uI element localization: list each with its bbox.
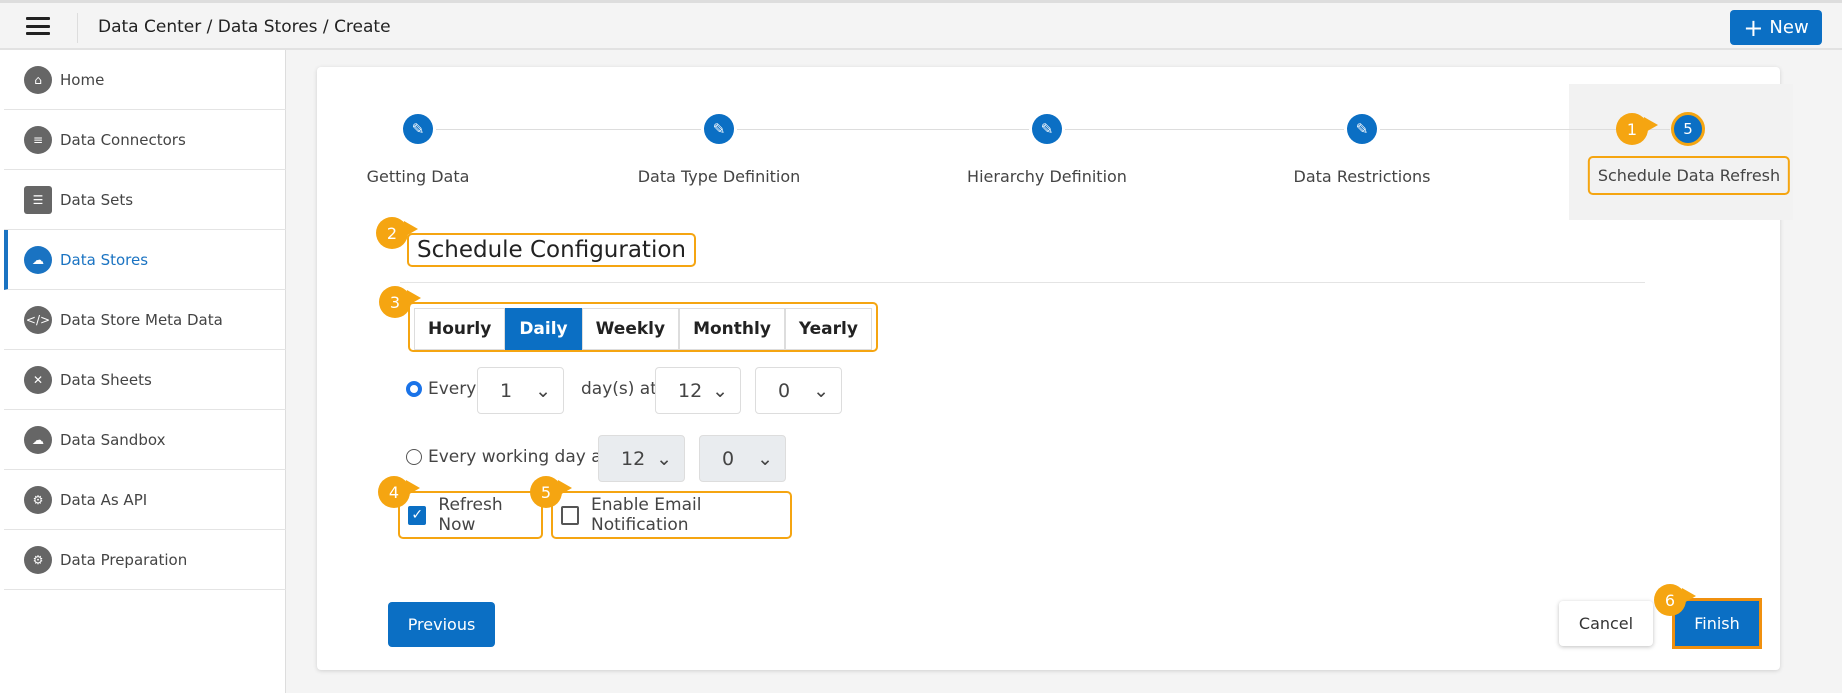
step-label[interactable]: Data Type Definition: [637, 167, 801, 186]
top-bar: Data Center / Data Stores / Create + New: [0, 0, 1842, 50]
step-hierarchy-pencil-icon[interactable]: ✎: [1032, 114, 1062, 144]
sidebar-item-label: Data As API: [60, 490, 148, 509]
step-label[interactable]: Data Restrictions: [1293, 167, 1431, 186]
step-schedule-number[interactable]: 5: [1671, 112, 1705, 146]
tab-daily[interactable]: Daily: [505, 308, 582, 350]
chevron-down-icon: ⌄: [656, 447, 672, 470]
active-step-highlight: [1569, 84, 1793, 220]
tab-monthly[interactable]: Monthly: [679, 308, 785, 350]
working-minute-select[interactable]: 0 ⌄: [699, 435, 786, 482]
sidebar-item-label: Data Sets: [60, 190, 134, 209]
sheets-icon: ✕: [24, 365, 52, 394]
checkmark-icon: ✓: [408, 505, 427, 525]
sidebar-item-data-preparation[interactable]: ⚙ Data Preparation: [4, 530, 286, 590]
step-label[interactable]: Schedule Data Refresh: [1587, 156, 1791, 195]
every-label: Every: [428, 379, 477, 399]
chevron-down-icon: ⌄: [813, 379, 829, 402]
refresh-now-checkbox[interactable]: ✓ Refresh Now: [398, 491, 543, 539]
sidebar-item-data-sets[interactable]: ☰ Data Sets: [4, 170, 286, 230]
sidebar-item-label: Data Sandbox: [60, 430, 166, 449]
tab-yearly[interactable]: Yearly: [784, 308, 872, 350]
working-day-label: Every working day at: [428, 447, 609, 467]
tab-weekly[interactable]: Weekly: [581, 308, 680, 350]
step-label[interactable]: Hierarchy Definition: [967, 167, 1127, 186]
step-data-type-pencil-icon[interactable]: ✎: [704, 114, 734, 144]
step-connector: [1380, 129, 1670, 130]
working-day-radio[interactable]: [406, 449, 422, 465]
chevron-down-icon: ⌄: [757, 447, 773, 470]
new-button[interactable]: + New: [1730, 10, 1822, 45]
sidebar-item-data-store-meta-data[interactable]: </> Data Store Meta Data: [4, 290, 286, 350]
every-minute-select[interactable]: 0 ⌄: [755, 367, 842, 414]
select-value: 12: [678, 379, 703, 402]
sidebar-item-label: Data Sheets: [60, 370, 152, 389]
prep-gear-icon: ⚙: [24, 545, 52, 574]
sidebar-item-data-sheets[interactable]: ✕ Data Sheets: [4, 350, 286, 410]
step-getting-data-pencil-icon[interactable]: ✎: [403, 114, 433, 144]
refresh-now-label: Refresh Now: [438, 495, 503, 535]
sidebar-item-label: Data Preparation: [60, 550, 188, 569]
sidebar-item-label: Data Store Meta Data: [60, 310, 223, 329]
callout-badge: 1: [1616, 113, 1658, 145]
hamburger-menu-icon[interactable]: [26, 17, 50, 35]
step-connector: [737, 129, 1029, 130]
server-icon: ☰: [24, 185, 52, 214]
sidebar-item-data-connectors[interactable]: ≡ Data Connectors: [4, 110, 286, 170]
sidebar-item-label: Data Connectors: [60, 130, 186, 149]
sidebar-item-label: Home: [60, 70, 105, 89]
callout-badge: 2: [376, 217, 418, 249]
callout-badge: 4: [378, 476, 420, 508]
section-heading: Schedule Configuration: [407, 233, 696, 267]
plus-icon: +: [1743, 13, 1764, 42]
sidebar-item-label: Data Stores: [60, 250, 149, 269]
step-connector: [1065, 129, 1344, 130]
select-value: 12: [621, 447, 646, 470]
step-connector: [436, 129, 701, 130]
callout-badge: 6: [1654, 584, 1696, 616]
select-value: 1: [500, 379, 513, 402]
database-network-icon: ≡: [24, 125, 52, 154]
chevron-down-icon: ⌄: [535, 379, 551, 402]
divider: [400, 282, 1645, 283]
every-radio[interactable]: [406, 381, 422, 397]
gear-api-icon: ⚙: [24, 485, 52, 514]
email-notification-checkbox[interactable]: Enable Email Notification: [551, 491, 792, 539]
finish-button[interactable]: Finish: [1672, 598, 1762, 649]
tab-hourly[interactable]: Hourly: [414, 308, 506, 350]
breadcrumb: Data Center / Data Stores / Create: [98, 17, 391, 37]
step-label[interactable]: Getting Data: [366, 167, 470, 186]
select-value: 0: [778, 379, 791, 402]
cloud-box-icon: ☁: [24, 425, 52, 454]
callout-badge: 3: [379, 286, 421, 318]
previous-button[interactable]: Previous: [388, 602, 495, 647]
home-db-icon: ⌂: [24, 65, 52, 94]
divider: [77, 13, 78, 43]
step-restrictions-pencil-icon[interactable]: ✎: [1347, 114, 1377, 144]
every-days-select[interactable]: 1 ⌄: [477, 367, 564, 414]
sidebar-item-data-stores[interactable]: ☁ Data Stores: [4, 230, 286, 290]
callout-badge: 5: [530, 476, 572, 508]
checkbox-icon: [561, 505, 579, 525]
days-at-label: day(s) at: [581, 379, 657, 399]
new-label: New: [1769, 17, 1809, 38]
every-hour-select[interactable]: 12 ⌄: [655, 367, 741, 414]
working-hour-select[interactable]: 12 ⌄: [598, 435, 685, 482]
db-code-icon: </>: [24, 305, 52, 334]
sidebar: ⌂ Home ≡ Data Connectors ☰ Data Sets ☁ Data …: [0, 50, 286, 693]
sidebar-item-data-sandbox[interactable]: ☁ Data Sandbox: [4, 410, 286, 470]
cloud-db-icon: ☁: [24, 245, 52, 274]
email-notification-label: Enable Email Notification: [590, 495, 702, 535]
select-value: 0: [722, 447, 735, 470]
sidebar-item-data-as-api[interactable]: ⚙ Data As API: [4, 470, 286, 530]
sidebar-item-home[interactable]: ⌂ Home: [4, 50, 286, 110]
cancel-button[interactable]: Cancel: [1559, 601, 1653, 646]
frequency-tabs: Hourly Daily Weekly Monthly Yearly: [408, 302, 878, 352]
chevron-down-icon: ⌄: [712, 379, 728, 402]
